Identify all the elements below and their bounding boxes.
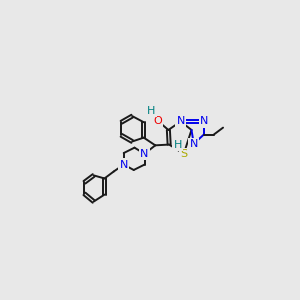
Text: O: O <box>153 116 162 126</box>
Text: N: N <box>200 116 208 127</box>
Text: N: N <box>176 116 185 127</box>
Text: S: S <box>180 149 187 159</box>
Text: H: H <box>173 140 182 150</box>
Text: N: N <box>190 139 198 149</box>
Text: N: N <box>119 160 128 170</box>
Text: H: H <box>147 106 156 116</box>
Text: N: N <box>140 149 149 159</box>
